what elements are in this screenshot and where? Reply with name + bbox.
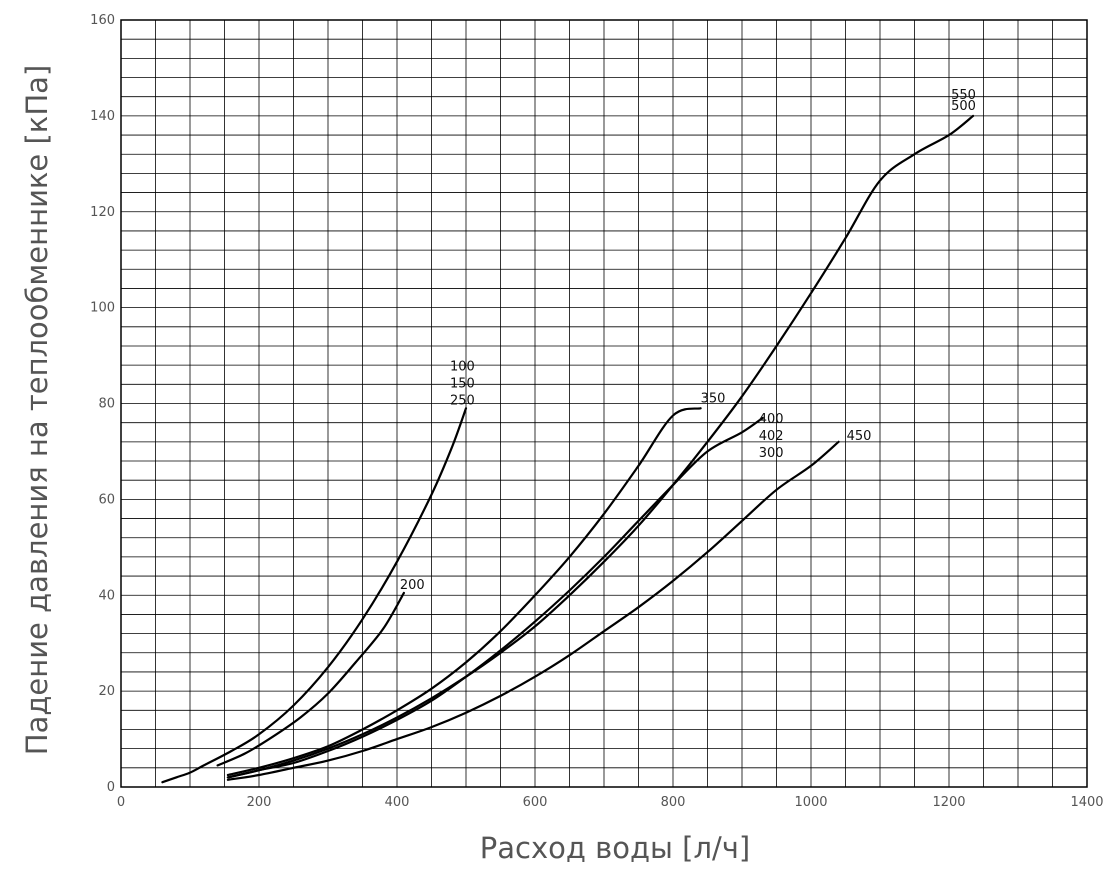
x-tick-label: 0 — [117, 795, 125, 810]
x-tick-label: 600 — [523, 795, 548, 810]
curve-label: 250 — [450, 393, 475, 408]
y-tick-label: 160 — [90, 13, 115, 28]
y-tick-label: 0 — [107, 780, 115, 795]
curve-label: 400 — [759, 412, 784, 427]
curve-label: 100 — [450, 359, 475, 374]
x-tick-label: 1400 — [1070, 795, 1103, 810]
x-axis-title: Расход воды [л/ч] — [480, 831, 750, 865]
x-tick-label: 1200 — [932, 795, 965, 810]
y-axis-title: Падение давления на теплообменнике [кПа] — [20, 65, 54, 755]
y-tick-label: 20 — [98, 684, 115, 699]
curve-label: 350 — [701, 391, 726, 406]
y-tick-label: 80 — [98, 397, 115, 412]
curve-label: 550 — [951, 88, 976, 103]
x-tick-label: 1000 — [794, 795, 827, 810]
curve-line — [226, 407, 702, 777]
curve-line — [216, 591, 405, 767]
x-tick-label: 400 — [385, 795, 410, 810]
curve-label: 300 — [759, 446, 784, 461]
curves — [161, 114, 975, 784]
curve-line — [226, 416, 764, 779]
curve-line — [226, 114, 975, 779]
y-tick-label: 100 — [90, 301, 115, 316]
y-tick-label: 140 — [90, 109, 115, 124]
grid — [120, 19, 1088, 788]
x-tick-label: 800 — [661, 795, 686, 810]
y-axis-ticks: 0 20 40 60 80 100 120 140 160 — [90, 13, 115, 795]
y-tick-label: 120 — [90, 205, 115, 220]
curve-line — [161, 407, 468, 784]
plot-frame — [120, 19, 1088, 788]
curve-label: 450 — [847, 429, 872, 444]
curve-label: 200 — [400, 578, 425, 593]
y-tick-label: 60 — [98, 492, 115, 507]
x-axis-ticks: 0 200 400 600 800 1000 1200 1400 — [117, 795, 1104, 810]
x-tick-label: 200 — [247, 795, 272, 810]
curve-line — [226, 440, 840, 781]
curve-label: 500 — [951, 99, 976, 114]
curve-label: 402 — [759, 429, 784, 444]
y-tick-label: 40 — [98, 588, 115, 603]
curve-label: 150 — [450, 376, 475, 391]
